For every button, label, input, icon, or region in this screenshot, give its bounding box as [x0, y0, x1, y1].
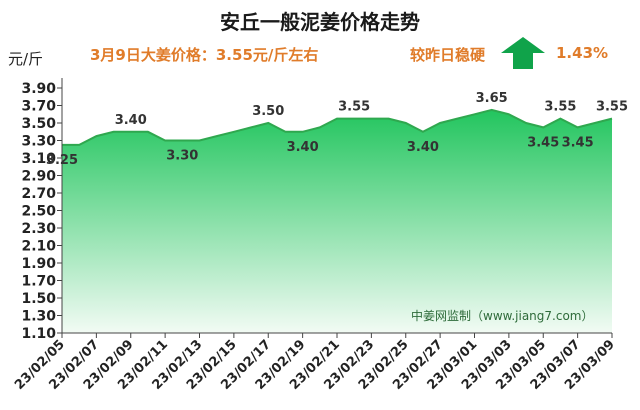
y-axis-unit: 元/斤: [8, 50, 44, 68]
price-line: [62, 108, 613, 146]
data-label: 3.40: [287, 140, 319, 155]
trend-text: 较昨日稳硬: [410, 46, 486, 64]
y-tick-label: 3.70: [21, 99, 56, 115]
y-tick-label: 1.90: [21, 256, 56, 272]
chart-title: 安丘一般泥姜价格走势: [220, 10, 420, 34]
y-tick-label: 1.70: [21, 274, 56, 290]
data-label: 3.55: [338, 100, 370, 115]
y-tick-label: 3.30: [21, 134, 56, 150]
y-tick-label: 2.10: [21, 239, 56, 255]
y-tick-label: 2.70: [21, 186, 56, 202]
change-percent: 1.43%: [556, 44, 609, 62]
data-label: 3.30: [166, 149, 198, 164]
y-tick-label: 3.10: [21, 151, 56, 167]
data-label: 3.65: [476, 91, 508, 106]
up-arrow-icon: [501, 37, 545, 69]
y-tick-label: 3.90: [21, 81, 56, 97]
price-note: 3月9日大姜价格：3.55元/斤左右: [90, 46, 319, 64]
data-label: 3.40: [407, 140, 439, 155]
y-tick-label: 2.30: [21, 221, 56, 237]
y-tick-label: 3.50: [21, 116, 56, 132]
y-tick-label: 1.10: [21, 326, 56, 342]
data-label: 3.25: [46, 153, 78, 168]
data-label: 3.55: [544, 100, 576, 115]
data-label: 3.45: [527, 135, 559, 150]
y-tick-label: 2.50: [21, 204, 56, 220]
y-tick-label: 2.90: [21, 169, 56, 185]
y-tick-label: 1.50: [21, 291, 56, 307]
data-label: 3.50: [252, 104, 284, 119]
watermark: 中姜网监制（www.jiang7.com）: [411, 309, 594, 323]
data-label: 3.40: [115, 113, 147, 128]
data-label: 3.45: [562, 135, 594, 150]
y-tick-label: 1.30: [21, 309, 56, 325]
data-label: 3.55: [596, 100, 628, 115]
price-area: [62, 109, 612, 334]
